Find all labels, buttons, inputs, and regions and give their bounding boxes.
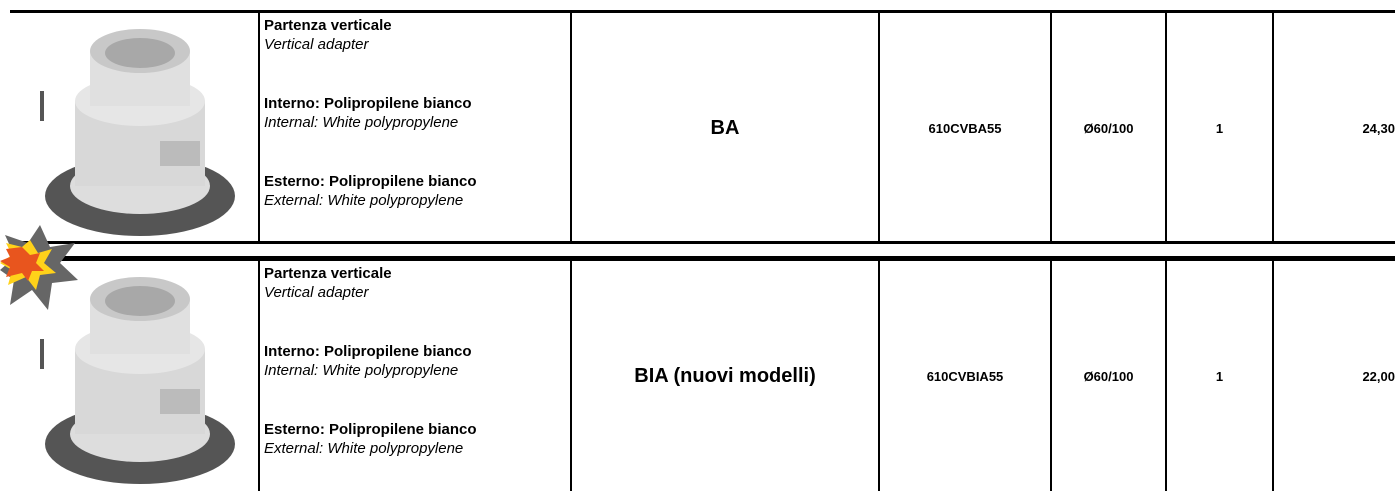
description-it: Esterno: Polipropilene bianco [264, 421, 477, 438]
description-group: Interno: Polipropilene bianco Internal: W… [264, 94, 570, 172]
table-row: Partenza verticale Vertical adapter Intern… [10, 10, 1395, 243]
description-it: Esterno: Polipropilene bianco [264, 173, 477, 190]
description-en: External: White polypropylene [264, 440, 464, 457]
description-it: Interno: Polipropilene bianco [264, 95, 472, 112]
description-cell: Partenza verticale Vertical adapter Intern… [258, 261, 570, 491]
code: 610CVBA55 [928, 120, 1002, 136]
description-group: Interno: Polipropilene bianco Internal: W… [264, 342, 570, 420]
quantity: 1 [1215, 120, 1224, 136]
quantity-cell: 1 [1165, 261, 1272, 491]
description-cell: Partenza verticale Vertical adapter Intern… [258, 13, 570, 243]
description-it: Partenza verticale [264, 17, 392, 34]
description-it: Interno: Polipropilene bianco [264, 343, 472, 360]
description-en: External: White polypropylene [264, 192, 464, 209]
description-group: Esterno: Polipropilene bianco External: W… [264, 172, 570, 250]
model-cell: BIA (nuovi modelli) [570, 261, 878, 491]
description-en: Vertical adapter [264, 36, 369, 53]
model: BIA (nuovi modelli) [634, 364, 816, 387]
description-group: Partenza verticale Vertical adapter [264, 16, 570, 94]
description-it: Partenza verticale [264, 265, 392, 282]
description-group: Esterno: Polipropilene bianco External: W… [264, 420, 570, 498]
code: 610CVBIA55 [926, 368, 1004, 384]
description-en: Internal: White polypropylene [264, 114, 459, 131]
row-separator [10, 241, 1395, 244]
quantity: 1 [1215, 368, 1224, 384]
code-cell: 610CVBA55 [878, 13, 1050, 243]
description-en: Internal: White polypropylene [264, 362, 459, 379]
diameter: Ø60/100 [1083, 368, 1134, 384]
price-cell: 22,00 [1272, 261, 1395, 491]
model: BA [710, 116, 740, 139]
quantity-cell: 1 [1165, 13, 1272, 243]
description-group: Partenza verticale Vertical adapter [264, 264, 570, 342]
price: 22,00 [1362, 368, 1395, 384]
code-cell: 610CVBIA55 [878, 261, 1050, 491]
diameter: Ø60/100 [1083, 120, 1134, 136]
model-cell: BA [570, 13, 878, 243]
price-cell: 24,30 [1272, 13, 1395, 243]
price: 24,30 [1362, 120, 1395, 136]
diameter-cell: Ø60/100 [1050, 13, 1165, 243]
description-en: Vertical adapter [264, 284, 369, 301]
product-image [40, 29, 235, 236]
diameter-cell: Ø60/100 [1050, 261, 1165, 491]
product-image [40, 277, 235, 484]
new-badge [0, 225, 78, 310]
row-separator [10, 256, 1395, 259]
table-row: Partenza verticale Vertical adapter Intern… [10, 258, 1395, 491]
